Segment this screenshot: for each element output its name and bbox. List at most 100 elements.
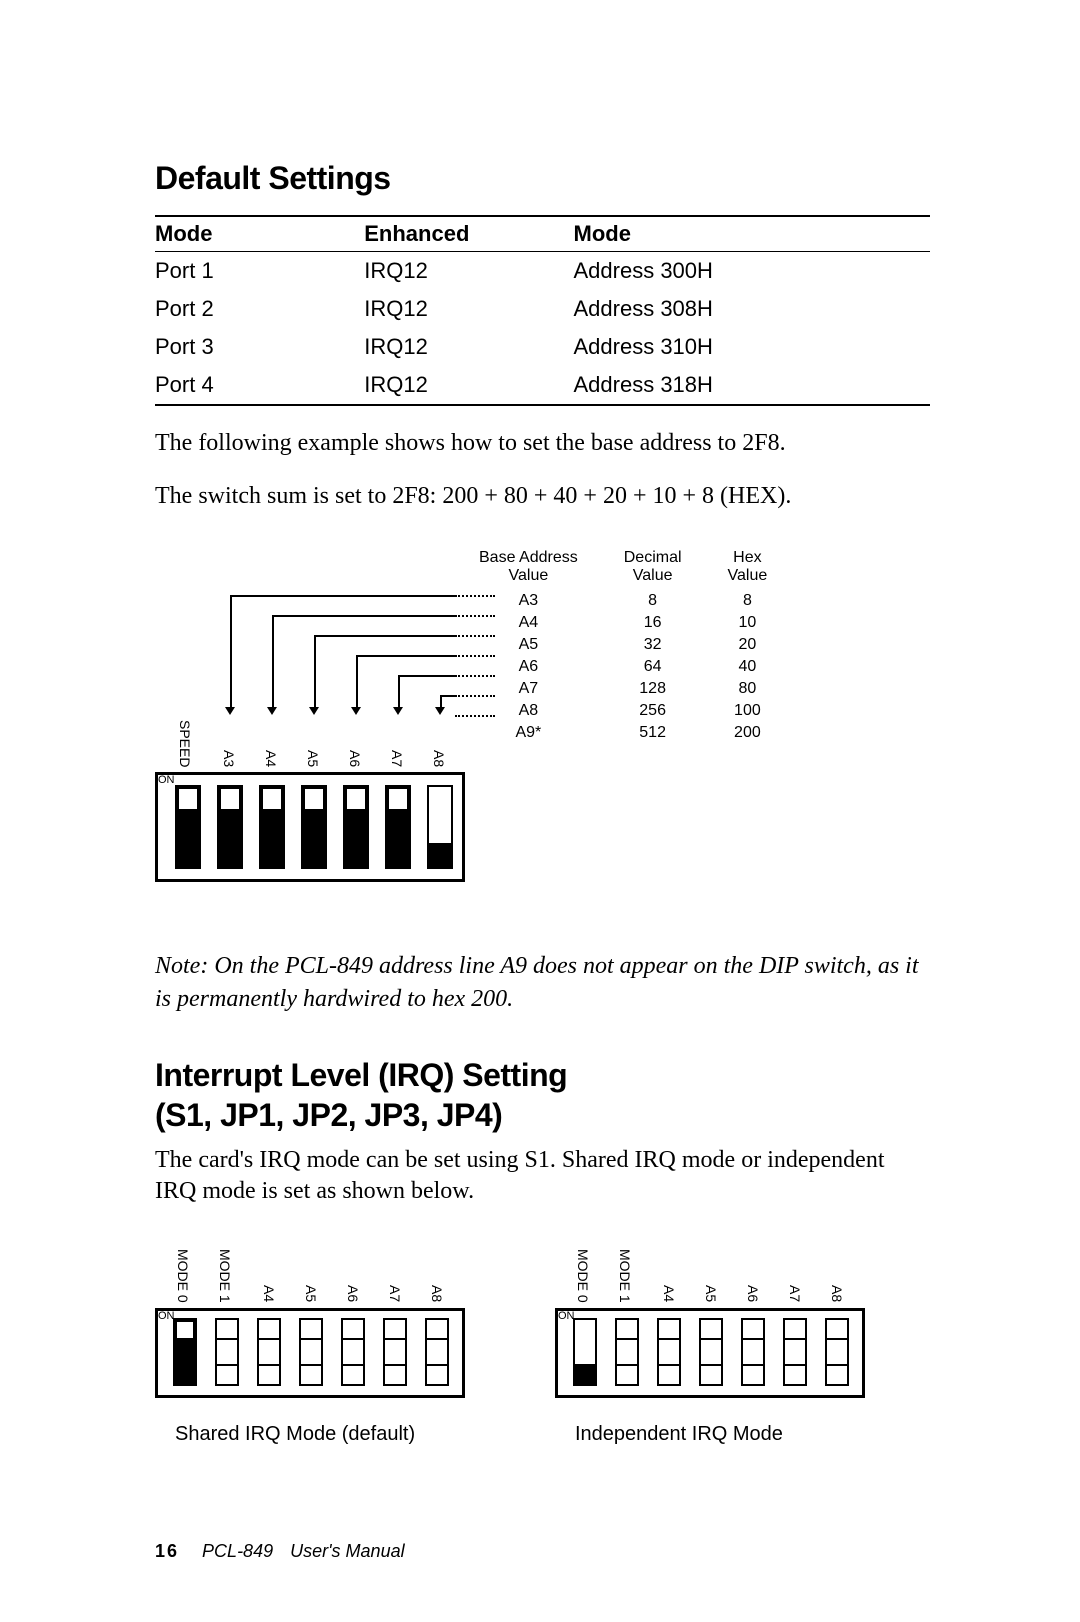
on-label: ON [158,774,175,786]
col-header: Enhanced [364,216,573,252]
irq-dip-diagram: ON MODE 0 MODE 1 A4 A5 A6 A7 A8 Shared I… [155,1243,930,1463]
paragraph: The following example shows how to set t… [155,428,930,459]
cell: 8 [706,591,790,611]
switch-label: A4 [263,712,279,767]
cell: IRQ12 [364,252,573,291]
switch-label: A7 [387,1243,403,1303]
dip-switch [341,1318,365,1386]
cell: A8 [457,701,600,721]
switch-label: A5 [305,712,321,767]
dip-switch [215,1318,239,1386]
cell: A9* [457,723,600,743]
cell: 40 [706,657,790,677]
cell: Port 2 [155,290,364,328]
cell: 16 [602,613,704,633]
col-header: Base AddressValue [457,549,600,588]
page-footer: 16 PCL-849 User's Manual [155,1541,405,1562]
dotted-line [455,715,495,717]
table-row: Port 2 IRQ12 Address 308H [155,290,930,328]
dip-switch [217,785,243,869]
dip-switch [299,1318,323,1386]
col-header: DecimalValue [602,549,704,588]
address-value-table: Base AddressValue DecimalValue HexValue … [455,547,791,744]
dotted-line [455,595,495,597]
default-settings-table: Mode Enhanced Mode Port 1 IRQ12 Address … [155,215,930,406]
cell: 256 [602,701,704,721]
switch-label: MODE 1 [617,1243,633,1303]
cell: Port 4 [155,366,364,405]
dip-switch [343,785,369,869]
col-header: Mode [155,216,364,252]
cell: 100 [706,701,790,721]
paragraph: The switch sum is set to 2F8: 200 + 80 +… [155,481,930,512]
cell: Address 308H [574,290,931,328]
dip-switch [573,1318,597,1386]
cell: IRQ12 [364,328,573,366]
dotted-line [455,635,495,637]
cell: A5 [457,635,600,655]
dip-switch [825,1318,849,1386]
cell: 8 [602,591,704,611]
switch-label: MODE 0 [575,1243,591,1303]
dip-switch [259,785,285,869]
cell: Port 3 [155,328,364,366]
table-header-row: Mode Enhanced Mode [155,216,930,252]
heading-line: (S1, JP1, JP2, JP3, JP4) [155,1097,502,1133]
dip-switch [173,1318,197,1386]
switch-label: A7 [787,1243,803,1303]
switch-label: A4 [261,1243,277,1303]
cell: 80 [706,679,790,699]
dip-switch-diagram: Base AddressValue DecimalValue HexValue … [155,562,930,922]
cell: A6 [457,657,600,677]
switch-label: MODE 1 [217,1243,233,1303]
note-paragraph: Note: On the PCL-849 address line A9 doe… [155,950,930,1015]
cell: 200 [706,723,790,743]
dip-switch [699,1318,723,1386]
cell: 64 [602,657,704,677]
dip-switch [783,1318,807,1386]
switch-label: A8 [431,712,447,767]
footer-title: User's Manual [290,1541,404,1561]
switch-label: A4 [661,1243,677,1303]
table-row: Port 1 IRQ12 Address 300H [155,252,930,291]
diagram-caption: Independent IRQ Mode [575,1423,783,1446]
switch-label: A3 [221,712,237,767]
diagram-caption: Shared IRQ Mode (default) [175,1423,415,1446]
cell: Port 1 [155,252,364,291]
dip-switch [385,785,411,869]
dip-switch [427,785,453,869]
dip-switch [657,1318,681,1386]
cell: 20 [706,635,790,655]
dotted-line [455,655,495,657]
heading-default-settings: Default Settings [155,160,930,197]
cell: IRQ12 [364,366,573,405]
cell: 32 [602,635,704,655]
dip-switch [425,1318,449,1386]
dip-switch [383,1318,407,1386]
col-header: HexValue [706,549,790,588]
dip-switch [257,1318,281,1386]
dip-switch [741,1318,765,1386]
cell: IRQ12 [364,290,573,328]
switch-label: MODE 0 [175,1243,191,1303]
cell: 128 [602,679,704,699]
col-header: Mode [574,216,931,252]
dotted-line [455,695,495,697]
switch-label: A5 [303,1243,319,1303]
cell: 10 [706,613,790,633]
table-row: Port 3 IRQ12 Address 310H [155,328,930,366]
heading-irq-setting: Interrupt Level (IRQ) Setting (S1, JP1, … [155,1055,930,1135]
heading-line: Interrupt Level (IRQ) Setting [155,1057,567,1093]
dip-switch [301,785,327,869]
cell: Address 300H [574,252,931,291]
cell: A3 [457,591,600,611]
switch-label: A7 [389,712,405,767]
switch-label: A5 [703,1243,719,1303]
dotted-line [455,675,495,677]
cell: Address 318H [574,366,931,405]
footer-model: PCL-849 [202,1541,273,1561]
cell: 512 [602,723,704,743]
dip-switch [175,785,201,869]
switch-label: A6 [745,1243,761,1303]
dotted-line [455,615,495,617]
